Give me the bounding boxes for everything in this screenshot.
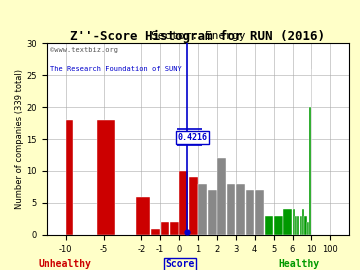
- Bar: [246, 190, 254, 235]
- Bar: [309, 107, 311, 235]
- Title: Z''-Score Histogram for RUN (2016): Z''-Score Histogram for RUN (2016): [71, 30, 325, 43]
- Text: Sector: Energy: Sector: Energy: [151, 31, 245, 41]
- Bar: [180, 171, 188, 235]
- Bar: [217, 158, 226, 235]
- Bar: [265, 216, 273, 235]
- Text: Score: Score: [165, 259, 195, 269]
- Bar: [305, 216, 307, 235]
- Bar: [307, 222, 309, 235]
- Bar: [236, 184, 245, 235]
- Bar: [227, 184, 235, 235]
- Bar: [97, 120, 115, 235]
- Bar: [151, 228, 160, 235]
- Text: 0.4216: 0.4216: [177, 133, 208, 142]
- Bar: [283, 209, 292, 235]
- Bar: [300, 216, 302, 235]
- Bar: [136, 197, 150, 235]
- Bar: [208, 190, 216, 235]
- Text: The Research Foundation of SUNY: The Research Foundation of SUNY: [50, 66, 181, 72]
- Bar: [66, 120, 73, 235]
- Text: ©www.textbiz.org: ©www.textbiz.org: [50, 47, 118, 53]
- Bar: [255, 190, 264, 235]
- Text: Healthy: Healthy: [278, 259, 319, 269]
- Bar: [170, 222, 179, 235]
- Bar: [293, 209, 295, 235]
- Bar: [198, 184, 207, 235]
- Bar: [295, 216, 297, 235]
- Bar: [161, 222, 169, 235]
- Bar: [302, 209, 304, 235]
- Bar: [297, 216, 300, 235]
- Text: Unhealthy: Unhealthy: [39, 259, 91, 269]
- Y-axis label: Number of companies (339 total): Number of companies (339 total): [15, 69, 24, 209]
- Bar: [274, 216, 283, 235]
- Bar: [189, 177, 198, 235]
